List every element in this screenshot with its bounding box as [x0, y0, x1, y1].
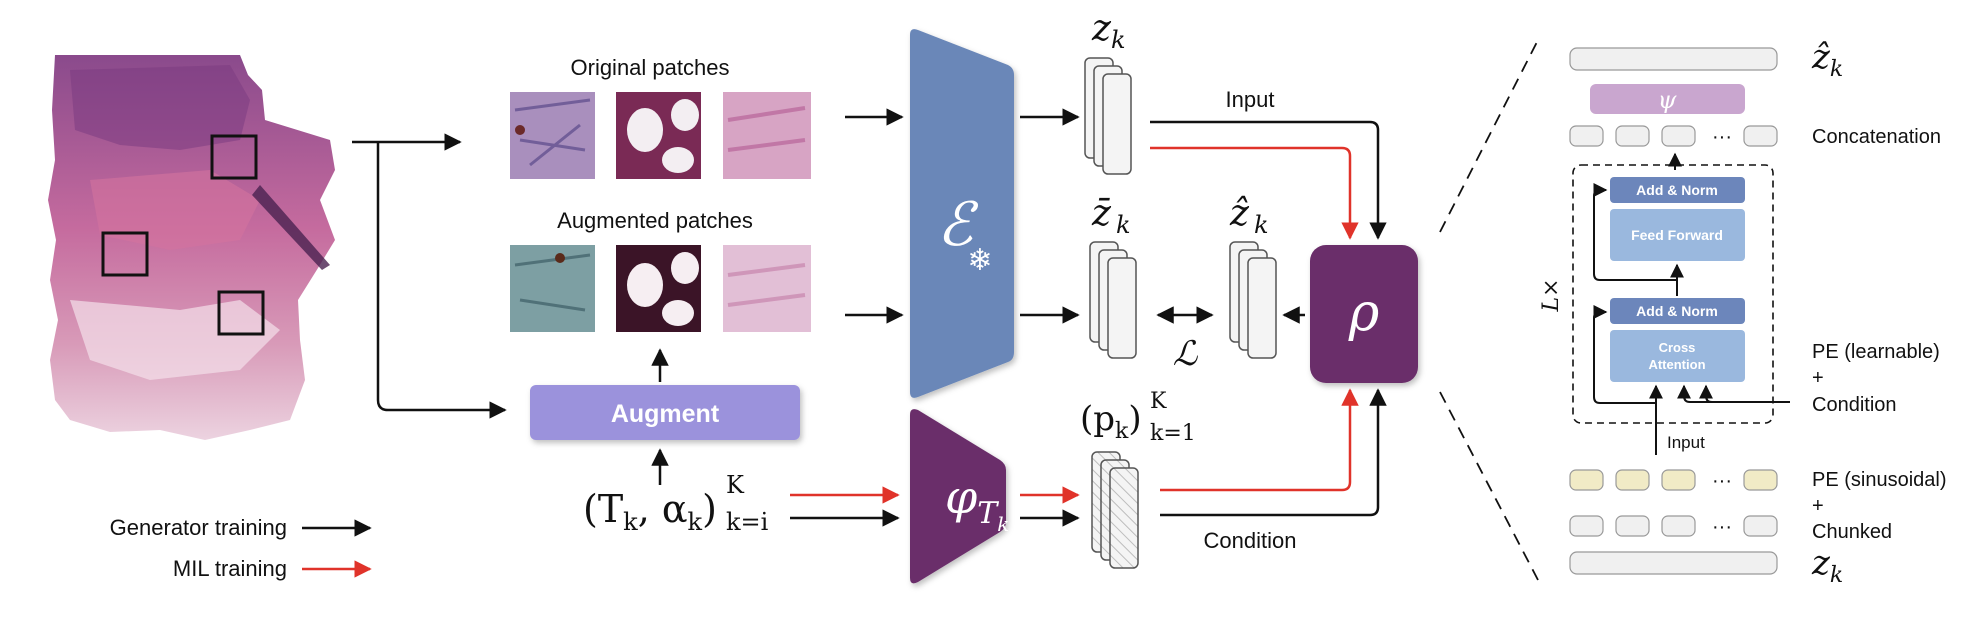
augment-label: Augment — [611, 400, 720, 428]
svg-text:z̄: z̄ — [1091, 193, 1112, 234]
original-patch-1 — [510, 92, 595, 179]
augmented-patch-3 — [723, 245, 811, 332]
augmented-patches-title: Augmented patches — [557, 208, 753, 233]
svg-text:Add & Norm: Add & Norm — [1636, 182, 1718, 198]
augmented-patch-2 — [616, 245, 701, 332]
pe-learnable-label: PE (learnable) — [1812, 341, 1940, 363]
layer-repeat-label: L× — [1539, 278, 1564, 312]
svg-text:Attention: Attention — [1648, 357, 1705, 372]
input-label: Input — [1226, 87, 1275, 112]
loss-symbol: ℒ — [1173, 334, 1199, 374]
zhat-output-bar — [1569, 47, 1778, 71]
pk-stack: (pk) K k=1 — [1080, 389, 1196, 569]
transform-params-label: (Tk, αk) K k=i — [583, 471, 769, 536]
pk-condition-red-arrow — [1160, 388, 1359, 492]
original-patches-title: Original patches — [571, 55, 730, 80]
rho-symbol: ρ — [1348, 283, 1380, 343]
svg-text:Add & Norm: Add & Norm — [1636, 303, 1718, 319]
snowflake-icon: ❄ — [967, 244, 992, 277]
cross-attention-block — [1610, 330, 1745, 382]
zoom-line-top — [1439, 39, 1539, 233]
condition-input-label: Condition — [1812, 394, 1897, 416]
zk-input-bar — [1569, 551, 1778, 575]
svg-text:k: k — [1254, 211, 1269, 239]
add-norm-bottom — [1610, 298, 1745, 324]
pk-condition-black-arrow — [1160, 388, 1387, 517]
feed-forward-block — [1610, 209, 1745, 261]
svg-text:zk: zk — [1811, 543, 1843, 588]
svg-text:(pk): (pk) — [1080, 399, 1142, 444]
patch-box-2 — [101, 231, 149, 277]
legend: Generator training MIL training — [110, 515, 372, 581]
patch-box-1 — [210, 134, 258, 180]
whole-slide-image — [48, 55, 335, 440]
svg-text:k=1: k=1 — [1150, 421, 1196, 446]
wsi-arrows — [352, 133, 507, 419]
zbar-stack: z̄ k — [1089, 193, 1137, 359]
svg-text:···: ··· — [1712, 126, 1732, 148]
svg-text:K: K — [726, 471, 745, 499]
svg-text:Cross: Cross — [1659, 340, 1696, 355]
original-patch-3 — [723, 92, 811, 179]
zk-stack: zk — [1084, 8, 1132, 175]
transformer-input-label: Input — [1667, 433, 1705, 452]
svg-text:+: + — [1812, 367, 1824, 389]
zk-input-black-arrow — [1150, 120, 1387, 240]
zhat-stack: ẑ k — [1229, 193, 1277, 359]
rho-block: ρ — [1310, 245, 1418, 383]
psi-symbol: ψ — [1658, 86, 1678, 114]
svg-text:Feed Forward: Feed Forward — [1631, 227, 1723, 243]
svg-text:···: ··· — [1712, 516, 1732, 538]
augmented-patch-1 — [510, 245, 595, 332]
svg-text:K: K — [1150, 389, 1167, 414]
zoom-line-bottom — [1439, 391, 1539, 581]
zk-input-red-arrow — [1150, 146, 1359, 240]
phi-symbol: φ — [945, 470, 978, 524]
svg-text:ẑk: ẑk — [1811, 37, 1843, 82]
concatenation-label: Concatenation — [1812, 126, 1941, 148]
svg-text:zk: zk — [1091, 8, 1126, 54]
legend-generator-label: Generator training — [110, 515, 287, 540]
svg-text:ẑ: ẑ — [1229, 193, 1250, 234]
conditioner-block: φTk — [910, 409, 1009, 584]
add-norm-top — [1610, 177, 1745, 203]
svg-text:φTk: φTk — [945, 470, 1009, 536]
pe-sinusoidal-label: PE (sinusoidal) — [1812, 469, 1947, 491]
original-patch-2 — [616, 92, 701, 179]
psi-block — [1590, 84, 1745, 114]
encoder-block: ℰ ❄ — [910, 29, 1014, 398]
svg-text:(Tk, αk): (Tk, αk) — [583, 487, 717, 536]
encoder-symbol: ℰ — [937, 190, 979, 260]
svg-text:+: + — [1812, 495, 1824, 517]
svg-text:···: ··· — [1712, 470, 1732, 492]
augment-block: Augment — [530, 385, 800, 440]
legend-mil-label: MIL training — [173, 556, 287, 581]
svg-text:k: k — [1116, 211, 1131, 239]
transformer-detail: ẑk ψ ··· Concatenation L× Add & Norm Fee… — [1539, 37, 1947, 588]
condition-label: Condition — [1204, 528, 1297, 553]
svg-text:k=i: k=i — [726, 508, 769, 536]
repeat-block-frame — [1572, 164, 1774, 424]
chunked-label: Chunked — [1812, 521, 1892, 543]
patch-box-3 — [217, 290, 265, 336]
